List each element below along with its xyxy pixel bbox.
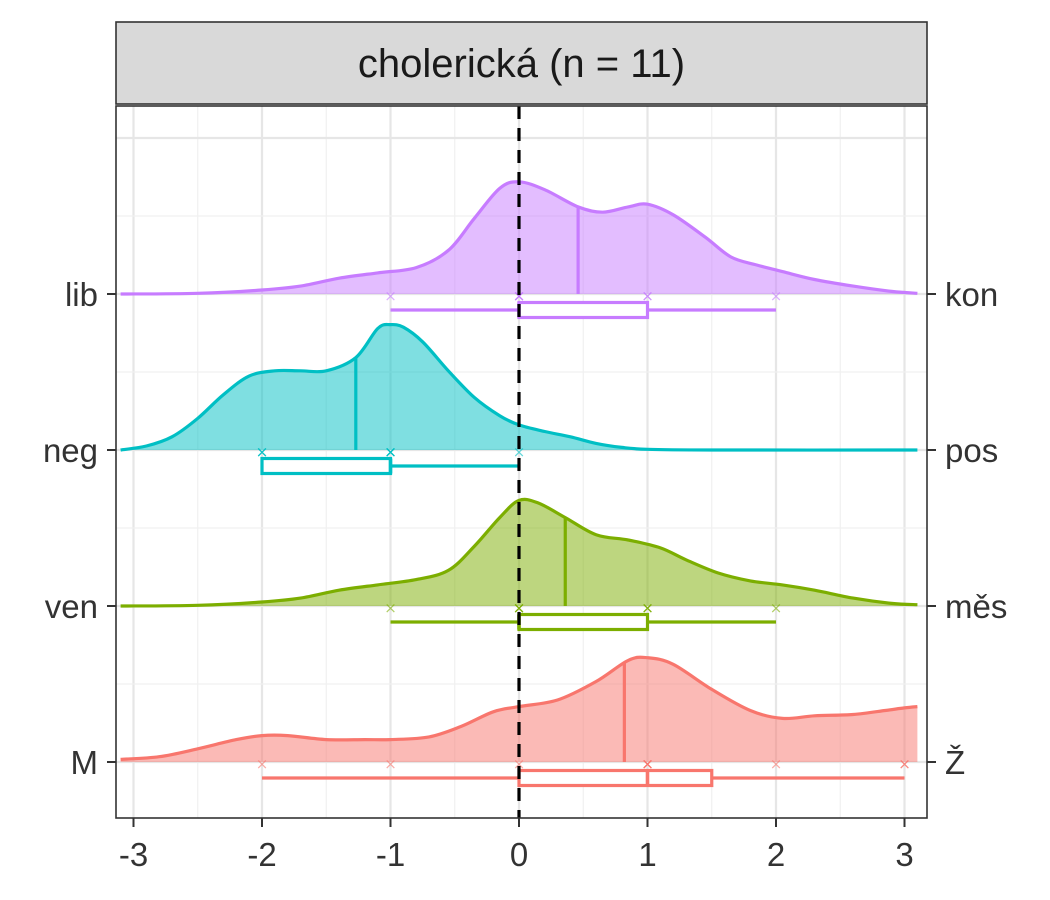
density-curve [120,497,918,608]
box-iqr [517,612,650,632]
data-point: × [641,755,654,773]
data-point: × [641,755,654,773]
x-tick-label: 0 [510,836,528,873]
data-point: × [641,599,654,617]
box-iqr [517,300,650,320]
data-point: × [256,443,269,461]
data-point: × [513,287,526,305]
data-point: × [384,599,397,617]
data-point: × [513,599,526,617]
plot-panel-border [115,105,928,819]
x-tick-label: 2 [767,836,785,873]
data-point: × [513,755,526,773]
data-point: × [770,755,783,773]
data-point: × [513,287,526,305]
density-area [120,324,918,451]
density-curve [120,322,918,452]
box-iqr [260,456,393,476]
y-tick-label-left: lib [65,276,98,313]
data-point: × [384,443,397,461]
data-point: × [384,443,397,461]
data-point: × [384,755,397,773]
y-tick-label-right: Ž [945,744,965,781]
x-tick-label: -2 [247,836,276,873]
data-point: × [513,599,526,617]
data-point: × [384,443,397,461]
data-point: × [770,287,783,305]
data-point: × [513,599,526,617]
data-point: × [384,443,397,461]
density-area [120,181,918,294]
data-point: × [641,755,654,773]
facet-title: cholerická (n = 11) [358,42,685,86]
data-point: × [641,755,654,773]
y-tick-label-left: neg [43,432,98,469]
x-tick-label: 3 [895,836,913,873]
x-axis: -3 -2 -1 0 1 2 3 [119,818,914,873]
data-point: × [256,443,269,461]
facet-strip [115,21,928,105]
ridge-neg-pos: ××× ××××× × [120,322,918,476]
data-point: × [898,755,911,773]
y-tick-label-left: ven [45,588,98,625]
y-tick-label-right: pos [945,432,998,469]
data-point: × [641,287,654,305]
data-point: × [513,287,526,305]
x-tick-label: -1 [376,836,405,873]
data-point: × [898,755,911,773]
data-point: × [256,443,269,461]
data-point: × [513,599,526,617]
data-point: × [513,287,526,305]
data-point: × [641,287,654,305]
data-point: × [641,599,654,617]
y-tick-label-right: měs [945,588,1007,625]
density-curve [120,655,918,761]
x-tick-label: 1 [638,836,656,873]
data-point: × [513,443,526,461]
box-iqr [517,768,714,788]
data-point: × [641,755,654,773]
data-point: × [384,443,397,461]
data-point: × [256,755,269,773]
x-tick-label: -3 [119,836,148,873]
data-point: × [641,599,654,617]
y-tick-label-left: M [71,744,99,781]
data-point: × [770,599,783,617]
data-point: × [384,287,397,305]
y-tick-label-right: kon [945,276,998,313]
